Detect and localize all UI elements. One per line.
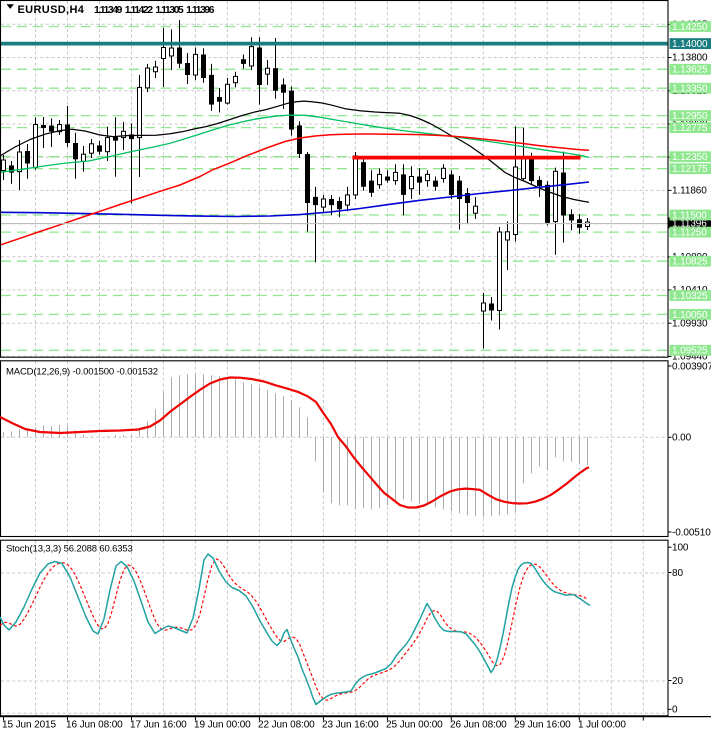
- svg-text:15 Jun 2015: 15 Jun 2015: [2, 720, 56, 731]
- svg-text:29 Jun 16:00: 29 Jun 16:00: [514, 720, 571, 731]
- svg-text:1.11500: 1.11500: [672, 210, 707, 221]
- svg-text:1.11860: 1.11860: [672, 186, 707, 197]
- svg-text:1 Jul 00:00: 1 Jul 00:00: [578, 720, 626, 731]
- svg-text:25 Jun 00:00: 25 Jun 00:00: [386, 720, 443, 731]
- svg-text:100: 100: [672, 543, 689, 554]
- svg-text:17 Jun 16:00: 17 Jun 16:00: [130, 720, 187, 731]
- svg-text:26 Jun 08:00: 26 Jun 08:00: [450, 720, 507, 731]
- svg-text:1.13800: 1.13800: [672, 53, 708, 64]
- svg-text:1.11396: 1.11396: [186, 4, 215, 16]
- svg-text:0.00: 0.00: [672, 433, 692, 444]
- svg-text:1.11422: 1.11422: [125, 4, 154, 16]
- svg-text:1.13350: 1.13350: [672, 84, 708, 95]
- svg-text:0.003907: 0.003907: [672, 361, 711, 372]
- svg-text:1.11250: 1.11250: [672, 228, 707, 239]
- svg-text:1.09930: 1.09930: [672, 318, 708, 329]
- svg-text:19 Jun 00:00: 19 Jun 00:00: [194, 720, 251, 731]
- svg-text:Stoch(13,3,3) 56.2088 60.6353: Stoch(13,3,3) 56.2088 60.6353: [6, 544, 133, 555]
- svg-text:1.10325: 1.10325: [672, 291, 708, 302]
- svg-text:0: 0: [672, 705, 678, 716]
- svg-text:1.11349: 1.11349: [94, 4, 123, 16]
- svg-text:1.12950: 1.12950: [672, 111, 708, 122]
- svg-text:1.10050: 1.10050: [672, 310, 708, 321]
- svg-text:EURUSD,H4: EURUSD,H4: [18, 4, 85, 16]
- svg-text:16 Jun 08:00: 16 Jun 08:00: [66, 720, 123, 731]
- svg-text:1.12775: 1.12775: [672, 123, 708, 134]
- svg-text:1.09440: 1.09440: [672, 352, 708, 363]
- svg-text:20: 20: [672, 676, 683, 687]
- svg-text:1.10825: 1.10825: [672, 257, 708, 268]
- svg-text:1.12350: 1.12350: [672, 152, 708, 163]
- svg-text:1.11396: 1.11396: [672, 218, 707, 229]
- svg-text:22 Jun 08:00: 22 Jun 08:00: [258, 720, 315, 731]
- svg-text:1.12175: 1.12175: [672, 164, 708, 175]
- svg-text:1.14250: 1.14250: [672, 22, 708, 33]
- svg-text:1.11305: 1.11305: [155, 4, 184, 16]
- svg-text:1.13625: 1.13625: [672, 65, 708, 76]
- svg-text:MACD(12,26,9) -0.001500 -0.001: MACD(12,26,9) -0.001500 -0.001532: [6, 367, 158, 378]
- svg-text:1.14000: 1.14000: [672, 39, 708, 50]
- svg-text:-0.005105: -0.005105: [672, 527, 711, 538]
- svg-text:23 Jun 16:00: 23 Jun 16:00: [322, 720, 379, 731]
- svg-text:80: 80: [672, 568, 683, 579]
- svg-text:1.09525: 1.09525: [672, 346, 708, 357]
